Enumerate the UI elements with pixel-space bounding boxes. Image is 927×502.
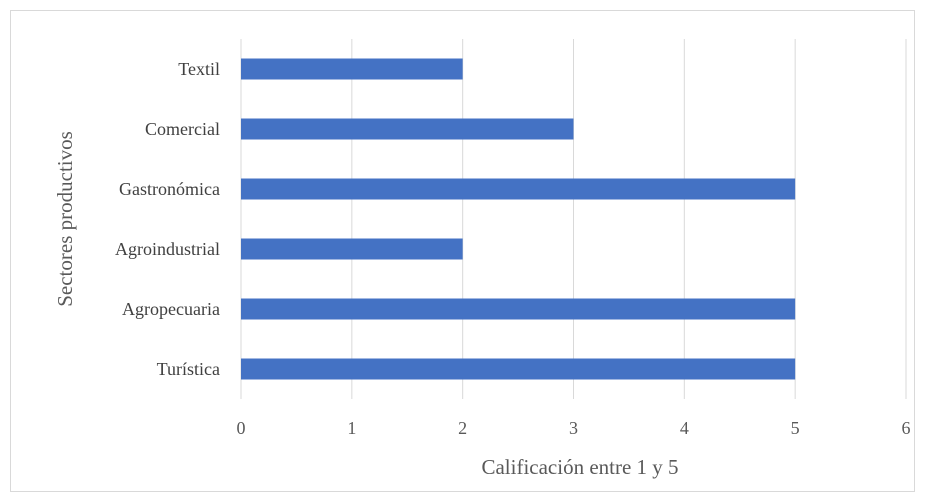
category-label: Agropecuaria xyxy=(122,299,220,319)
category-labels: Textil Comercial Gastronómica Agroindustria… xyxy=(115,59,220,379)
x-tick-label: 4 xyxy=(680,418,689,438)
category-label: Agroindustrial xyxy=(115,239,220,259)
category-label: Textil xyxy=(178,59,220,79)
gridlines xyxy=(240,39,907,399)
bar-agropecuaria xyxy=(241,298,796,320)
bar-agroindustrial xyxy=(241,238,463,260)
category-label: Comercial xyxy=(145,119,220,139)
bar-turística xyxy=(241,358,796,380)
bar-gastronómica xyxy=(241,178,796,200)
bars xyxy=(241,58,796,380)
x-axis-title: Calificación entre 1 y 5 xyxy=(481,455,678,479)
x-tick-label: 1 xyxy=(347,418,356,438)
y-axis-title: Sectores productivos xyxy=(53,131,77,307)
category-label: Gastronómica xyxy=(119,179,220,199)
x-tick-label: 5 xyxy=(791,418,800,438)
x-tick-label: 6 xyxy=(902,418,911,438)
x-tick-label: 2 xyxy=(458,418,467,438)
category-label: Turística xyxy=(157,359,220,379)
bar-textil xyxy=(241,58,463,80)
x-tick-labels: 0 1 2 3 4 5 6 xyxy=(237,418,911,438)
x-tick-label: 3 xyxy=(569,418,578,438)
x-tick-label: 0 xyxy=(237,418,246,438)
bar-comercial xyxy=(241,118,574,140)
